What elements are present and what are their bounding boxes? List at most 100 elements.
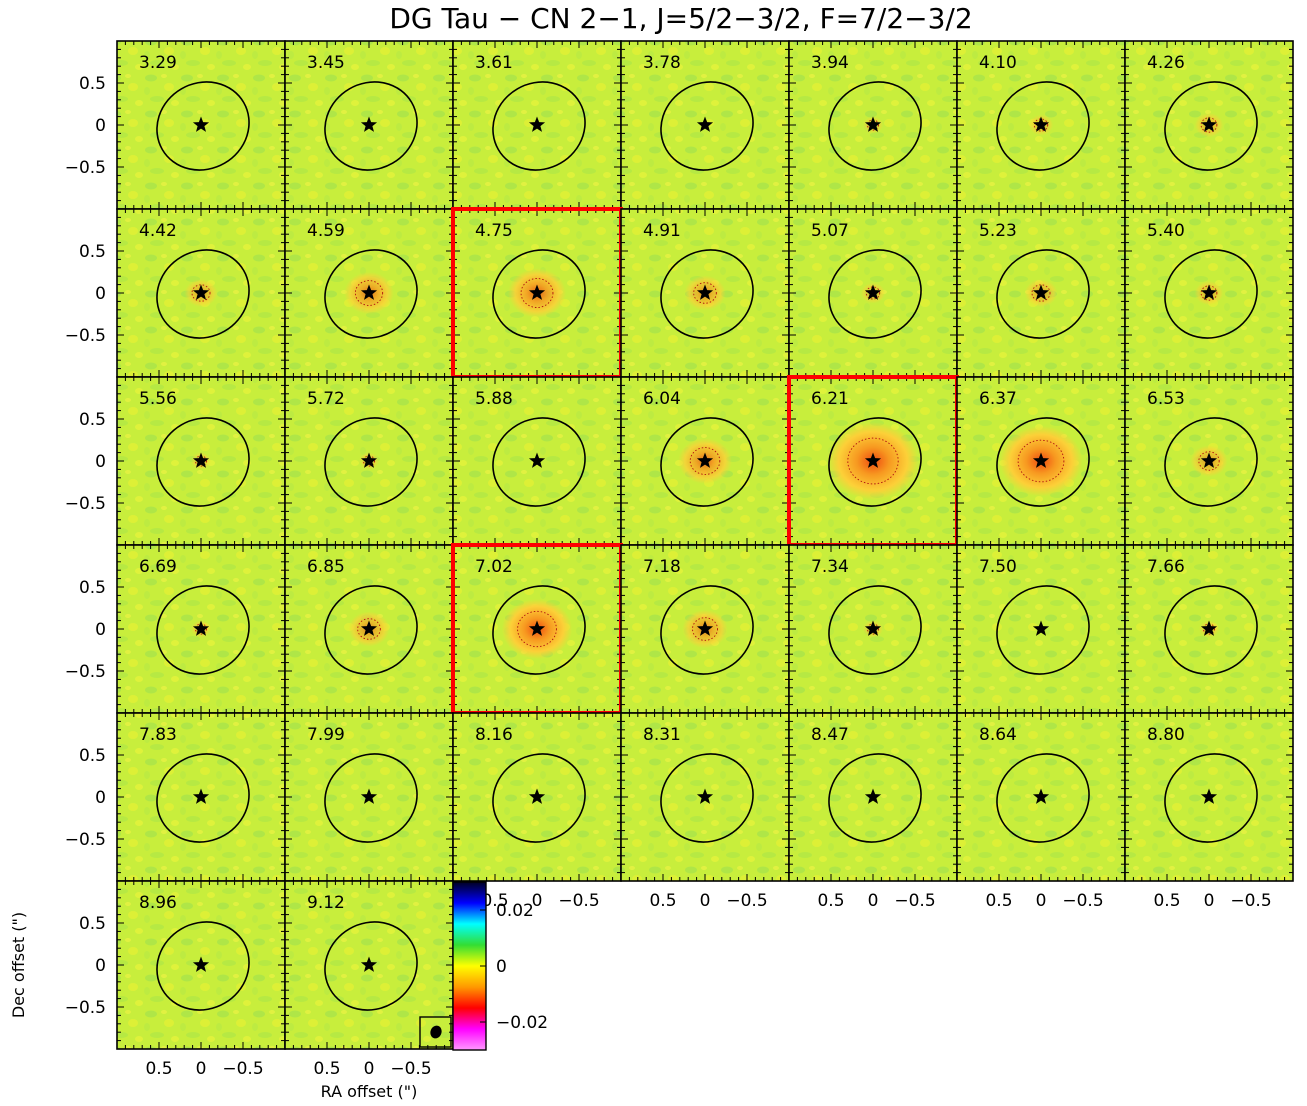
star-marker: [192, 956, 210, 972]
negative-contour: [866, 623, 880, 635]
channel-panel: 6.04: [620, 376, 790, 546]
velocity-label: 6.04: [643, 389, 681, 409]
velocity-label: 7.66: [1147, 557, 1185, 577]
disk-contour: [660, 753, 754, 843]
disk-contour: [156, 753, 250, 843]
channel-panel: 6.85: [284, 544, 454, 714]
star-marker: [1200, 116, 1218, 132]
channel-panel: 8.80 0.5 0 −0.5: [1124, 712, 1294, 911]
star-marker: [864, 452, 882, 468]
x-tick-label: −0.5: [894, 891, 935, 911]
y-tick-label: 0.5: [79, 578, 106, 598]
negative-contour: [1031, 284, 1051, 302]
colorbar-tick-label: 0.02: [496, 901, 534, 921]
star-marker: [192, 452, 210, 468]
negative-contour: [689, 447, 721, 475]
channel-panel: 6.37: [956, 376, 1126, 546]
channel-panel: 7.99: [284, 712, 454, 882]
star-marker: [528, 452, 546, 468]
channel-panel: 9.12 0.5 0 −0.5: [284, 880, 454, 1079]
channel-panel: 4.42 0.5 0 −0.5: [65, 208, 286, 378]
y-tick-label: 0.5: [79, 746, 106, 766]
disk-contour: [996, 753, 1090, 843]
disk-contour: [828, 753, 922, 843]
disk-contour: [660, 417, 754, 507]
channel-panel: 5.23: [956, 208, 1126, 378]
channel-panel: 7.34: [788, 544, 958, 714]
disk-contour: [492, 81, 586, 171]
channel-panel: 8.64 0.5 0 −0.5: [956, 712, 1126, 911]
channel-panel: 5.40: [1124, 208, 1294, 378]
disk-contour: [660, 249, 754, 339]
negative-contour: [693, 282, 717, 304]
disk-contour: [156, 585, 250, 675]
velocity-label: 7.50: [979, 557, 1017, 577]
y-tick-label: 0: [95, 284, 106, 304]
velocity-label: 4.75: [475, 221, 513, 241]
disk-contour: [660, 585, 754, 675]
negative-contour: [866, 119, 880, 131]
star-marker: [192, 116, 210, 132]
channel-panel: 7.83 0.5 0 −0.5: [65, 712, 286, 882]
star-marker: [696, 620, 714, 636]
star-marker: [1032, 116, 1050, 132]
channel-panel: 4.26: [1124, 40, 1294, 210]
star-marker: [1032, 788, 1050, 804]
negative-contour: [1033, 118, 1049, 132]
channel-panel: 3.45: [284, 40, 454, 210]
x-tick-label: 0: [1204, 891, 1215, 911]
negative-contour: [357, 618, 381, 640]
y-tick-label: 0.5: [79, 914, 106, 934]
star-marker: [192, 620, 210, 636]
x-tick-label: 0.5: [145, 1059, 172, 1079]
velocity-label: 8.96: [139, 893, 177, 913]
velocity-label: 5.88: [475, 389, 513, 409]
negative-contour: [1017, 439, 1065, 483]
disk-contour: [492, 753, 586, 843]
channel-panel: 8.47 0.5 0 −0.5: [788, 712, 958, 911]
channel-panel: 3.61: [452, 40, 622, 210]
x-tick-label: −0.5: [1230, 891, 1271, 911]
star-marker: [360, 284, 378, 300]
channel-panel: 3.29 0.5 0 −0.5: [65, 40, 286, 210]
disk-contour: [324, 585, 418, 675]
star-marker: [360, 452, 378, 468]
star-marker: [360, 788, 378, 804]
velocity-label: 6.69: [139, 557, 177, 577]
channel-panel: 5.56 0.5 0 −0.5: [65, 376, 286, 546]
star-marker: [1032, 452, 1050, 468]
x-tick-label: −0.5: [726, 891, 767, 911]
velocity-label: 8.80: [1147, 725, 1185, 745]
x-tick-label: 0.5: [1153, 891, 1180, 911]
star-marker: [1032, 284, 1050, 300]
y-tick-label: 0: [95, 620, 106, 640]
disk-contour: [828, 81, 922, 171]
channel-panel: 8.31 0.5 0 −0.5: [620, 712, 790, 911]
x-tick-label: 0: [196, 1059, 207, 1079]
figure-title: DG Tau − CN 2−1, J=5/2−3/2, F=7/2−3/2: [389, 2, 972, 35]
star-marker: [1200, 620, 1218, 636]
velocity-label: 4.42: [139, 221, 177, 241]
negative-contour: [847, 437, 899, 485]
beam-ellipse: [430, 1025, 442, 1039]
x-tick-label: −0.5: [390, 1059, 431, 1079]
channel-panel: 3.94: [788, 40, 958, 210]
negative-contour: [354, 280, 384, 306]
velocity-label: 8.47: [811, 725, 849, 745]
disk-contour: [492, 417, 586, 507]
disk-contour: [324, 249, 418, 339]
velocity-label: 7.18: [643, 557, 681, 577]
channel-panel: 5.72: [284, 376, 454, 546]
channel-panel: 3.78: [620, 40, 790, 210]
disk-contour: [324, 921, 418, 1011]
velocity-label: 9.12: [307, 893, 345, 913]
velocity-label: 4.26: [1147, 53, 1185, 73]
disk-contour: [324, 81, 418, 171]
star-marker: [192, 284, 210, 300]
star-marker: [864, 116, 882, 132]
star-marker: [864, 788, 882, 804]
velocity-label: 3.78: [643, 53, 681, 73]
channel-panel: 7.18: [620, 544, 790, 714]
star-marker: [360, 956, 378, 972]
